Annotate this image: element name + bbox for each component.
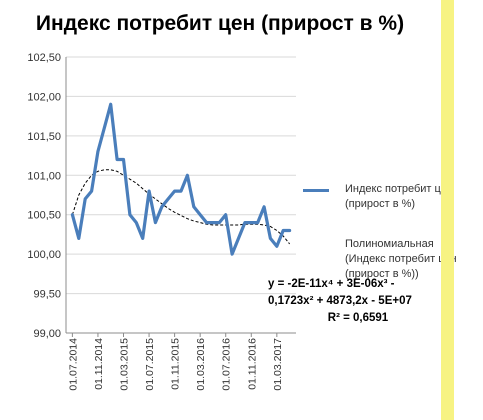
data-point [77, 237, 80, 240]
y-tick-label: 102,00 [27, 91, 61, 103]
series-line [70, 102, 292, 256]
trendline-group [71, 169, 290, 245]
data-point [263, 206, 265, 208]
legend-label-series: Индекс потребит цен (прирост в %) [345, 183, 453, 210]
data-point [186, 174, 189, 177]
highlight-stripe [441, 0, 454, 420]
data-point [97, 150, 99, 153]
y-tick-label: 101,50 [27, 131, 61, 143]
y-tick-label: 100,00 [27, 249, 61, 261]
data-point [116, 158, 118, 161]
x-tick-labels: 01.07.2014 01.11.2014 01.03.2015 01.07.2015… [67, 338, 283, 391]
x-tick-label: 01.11.2014 [93, 338, 105, 390]
data-point [224, 213, 227, 216]
legend-swatch-series [303, 189, 329, 192]
legend-entry-trend: Полиномиальная (Индекс потребит цен (при… [345, 237, 473, 282]
y-tick-label: 100,50 [27, 210, 61, 222]
data-point [192, 206, 195, 208]
data-point [71, 213, 74, 216]
x-tick-label: 01.11.2016 [246, 338, 258, 390]
data-point [103, 127, 106, 129]
r-squared: R² = 0,6591 [327, 312, 389, 324]
data-point [161, 206, 163, 208]
y-tick-labels: 99,00 99,50 100,00 100,50 101,00 101,50 102,00… [27, 52, 61, 340]
y-tick-label: 102,50 [27, 52, 61, 64]
y-tick-label: 99,50 [33, 289, 61, 301]
data-point [148, 190, 150, 192]
data-point [129, 213, 131, 216]
x-tick-label: 01.03.2015 [119, 338, 131, 391]
data-point [269, 237, 272, 240]
data-point [199, 213, 201, 216]
y-tick-label: 101,00 [27, 170, 61, 182]
data-point [109, 103, 112, 106]
data-point [250, 221, 253, 224]
data-point [231, 253, 233, 255]
data-point [282, 229, 285, 232]
data-point [154, 221, 157, 224]
data-point [256, 221, 259, 224]
trendline [71, 169, 290, 245]
data-point [135, 221, 138, 224]
data-point [276, 245, 278, 248]
data-point [288, 229, 291, 232]
data-point [218, 221, 221, 224]
legend-entry-series: Индекс потребит цен (прирост в %) [303, 182, 473, 212]
chart-title: Индекс потребит цен (прирост в %) [35, 12, 405, 35]
trendline-equation: y = -2E-11x⁴ + 3E-06x³ - 0,1723x² + 4873… [268, 276, 448, 327]
x-tick-label: 01.07.2016 [221, 338, 233, 391]
data-point [244, 221, 246, 224]
data-point [141, 237, 144, 240]
series-group [70, 102, 292, 256]
data-point [205, 221, 208, 224]
x-tick-label: 01.03.2017 [272, 338, 284, 391]
data-point [167, 198, 170, 200]
data-point [237, 237, 240, 240]
data-point [173, 190, 176, 192]
y-tick-label: 99,00 [33, 328, 61, 340]
data-point [212, 221, 214, 224]
data-point [90, 190, 93, 192]
x-tick-label: 01.07.2015 [144, 338, 156, 391]
data-point [122, 158, 125, 161]
x-tick-label: 01.11.2015 [170, 338, 182, 390]
data-point [180, 190, 182, 192]
x-tick-label: 01.03.2016 [195, 338, 207, 391]
equation-line-1: y = -2E-11x⁴ + 3E-06x³ - [268, 278, 395, 290]
grid [66, 56, 296, 334]
data-point [84, 198, 86, 200]
axes [65, 57, 296, 337]
legend-label-trend: Полиномиальная (Индекс потребит цен (при… [345, 238, 457, 280]
equation-line-2: 0,1723x² + 4873,2x - 5E+07 [268, 295, 412, 307]
x-tick-label: 01.07.2014 [67, 338, 79, 391]
